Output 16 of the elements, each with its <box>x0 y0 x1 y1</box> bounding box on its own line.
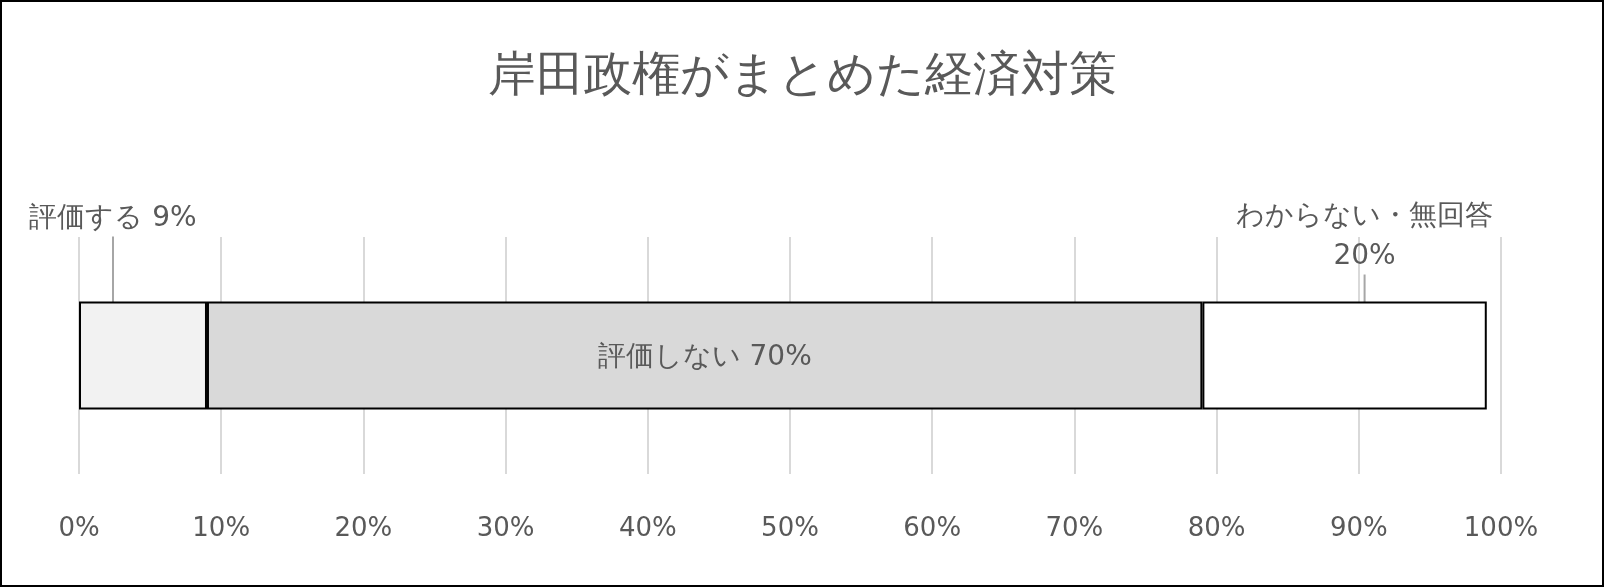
text: 評価しない 70% <box>597 339 812 372</box>
text: 評価する 9% <box>29 200 197 233</box>
x-tick-label: 100% <box>1463 512 1539 542</box>
x-tick-label: 0% <box>58 512 100 542</box>
x-tick-label: 10% <box>192 512 251 542</box>
text: わからない・無回答 <box>1236 198 1494 231</box>
x-tick-label: 70% <box>1045 512 1104 542</box>
x-tick-label: 60% <box>903 512 962 542</box>
x-tick-label: 30% <box>476 512 535 542</box>
x-tick-label: 80% <box>1187 512 1246 542</box>
x-tick-label: 20% <box>334 512 393 542</box>
chart-title: 岸田政権がまとめた経済対策 <box>487 45 1117 101</box>
x-tick-label: 40% <box>618 512 677 542</box>
x-tick-label: 90% <box>1329 512 1388 542</box>
x-tick-label: 50% <box>761 512 819 542</box>
data-label: 20% <box>1333 238 1396 271</box>
